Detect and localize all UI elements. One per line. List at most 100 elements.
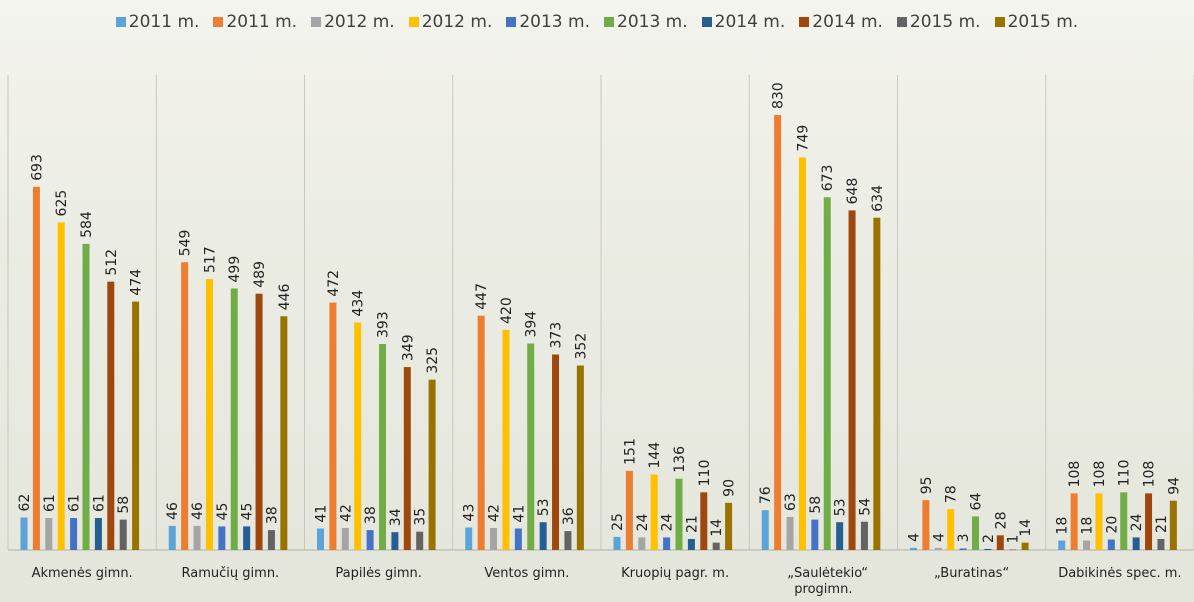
bar bbox=[552, 354, 560, 550]
bar bbox=[428, 379, 436, 550]
data-label: 136 bbox=[672, 446, 688, 473]
data-label: 90 bbox=[722, 479, 738, 497]
legend-swatch bbox=[994, 17, 1005, 27]
bar bbox=[205, 279, 213, 550]
data-label: 512 bbox=[104, 249, 120, 276]
bar bbox=[576, 365, 584, 550]
bar bbox=[181, 262, 189, 550]
data-label: 14 bbox=[1018, 519, 1034, 537]
data-label: 42 bbox=[487, 504, 503, 522]
bar bbox=[514, 528, 522, 550]
legend-item: 2012 m. bbox=[408, 12, 492, 32]
bar bbox=[1095, 493, 1103, 550]
data-label: 61 bbox=[91, 494, 107, 512]
legend-item: 2015 m. bbox=[994, 12, 1078, 32]
bar bbox=[860, 521, 868, 550]
bar bbox=[1083, 540, 1091, 550]
data-label: 447 bbox=[474, 283, 490, 310]
bar bbox=[416, 531, 424, 550]
bar bbox=[379, 344, 386, 550]
legend-swatch bbox=[701, 17, 712, 27]
bar bbox=[972, 516, 979, 550]
data-label: 46 bbox=[165, 502, 181, 520]
data-label: 14 bbox=[709, 519, 725, 537]
bar bbox=[564, 531, 572, 550]
legend-swatch bbox=[604, 17, 614, 27]
data-label: 58 bbox=[808, 496, 824, 514]
legend-swatch bbox=[408, 17, 419, 27]
bar bbox=[366, 530, 374, 550]
bar bbox=[32, 186, 40, 550]
data-label: 78 bbox=[944, 485, 960, 503]
data-label: 21 bbox=[684, 515, 700, 533]
legend-item: 2014 m. bbox=[799, 12, 883, 32]
data-label: 18 bbox=[1080, 517, 1096, 535]
legend-swatch bbox=[799, 17, 810, 27]
bar bbox=[168, 525, 176, 550]
bar bbox=[761, 510, 769, 550]
data-label: 42 bbox=[338, 504, 354, 522]
legend-label: 2014 m. bbox=[812, 12, 883, 32]
bar bbox=[403, 367, 411, 550]
bar bbox=[193, 525, 201, 550]
bar bbox=[984, 548, 992, 550]
legend-swatch bbox=[115, 17, 126, 27]
legend-label: 2015 m. bbox=[909, 12, 981, 32]
data-label: 24 bbox=[1129, 514, 1145, 532]
bar bbox=[341, 527, 349, 550]
bar bbox=[132, 301, 140, 550]
legend-label: 2011 m. bbox=[128, 12, 200, 32]
bar bbox=[490, 527, 498, 550]
legend-label: 2011 m. bbox=[226, 12, 298, 32]
bar bbox=[786, 516, 794, 550]
data-label: 4 bbox=[931, 533, 947, 542]
data-label: 61 bbox=[67, 494, 83, 512]
category-label: Ventos gimn. bbox=[484, 566, 570, 581]
bar bbox=[1169, 500, 1177, 550]
bar bbox=[625, 470, 633, 550]
category-label: Ramučių gimn. bbox=[181, 566, 280, 581]
bar bbox=[391, 532, 399, 550]
legend-item: 2015 m. bbox=[896, 12, 981, 32]
bar bbox=[1145, 493, 1153, 550]
bar bbox=[798, 157, 806, 550]
legend-label: 2014 m. bbox=[714, 12, 786, 32]
data-label: 45 bbox=[240, 503, 256, 521]
data-label: 325 bbox=[425, 347, 441, 374]
bar bbox=[687, 538, 695, 550]
bar bbox=[465, 527, 473, 550]
legend-swatch bbox=[213, 17, 224, 27]
data-label: 63 bbox=[783, 493, 799, 511]
data-label: 434 bbox=[351, 290, 367, 317]
data-label: 352 bbox=[573, 333, 589, 360]
bar bbox=[329, 302, 337, 550]
bar bbox=[539, 522, 547, 550]
bar bbox=[848, 210, 856, 550]
bar bbox=[638, 537, 646, 550]
bar bbox=[663, 537, 671, 550]
data-label: 830 bbox=[771, 82, 787, 109]
category-label: Kruopių pagr. m. bbox=[621, 566, 730, 581]
bar bbox=[255, 293, 263, 550]
category-label: Dabikinės spec. m. bbox=[1058, 566, 1182, 581]
data-label: 41 bbox=[511, 505, 527, 523]
data-label: 54 bbox=[857, 498, 873, 516]
data-label: 34 bbox=[388, 508, 404, 526]
bar bbox=[267, 530, 275, 550]
legend-label: 2013 m. bbox=[519, 12, 590, 32]
category-label: Akmenės gimn. bbox=[31, 566, 133, 581]
bar bbox=[1058, 540, 1066, 550]
data-label: 108 bbox=[1092, 461, 1108, 488]
data-label: 25 bbox=[610, 513, 626, 531]
data-label: 749 bbox=[795, 125, 811, 152]
data-label: 45 bbox=[215, 503, 231, 521]
data-label: 517 bbox=[202, 246, 218, 273]
bar bbox=[836, 522, 844, 550]
data-label: 472 bbox=[326, 270, 342, 297]
data-label: 53 bbox=[833, 498, 849, 516]
legend-label: 2012 m. bbox=[324, 12, 395, 32]
data-label: 35 bbox=[413, 508, 429, 526]
data-label: 693 bbox=[29, 154, 45, 181]
data-label: 95 bbox=[919, 476, 935, 494]
data-label: 110 bbox=[697, 460, 713, 487]
